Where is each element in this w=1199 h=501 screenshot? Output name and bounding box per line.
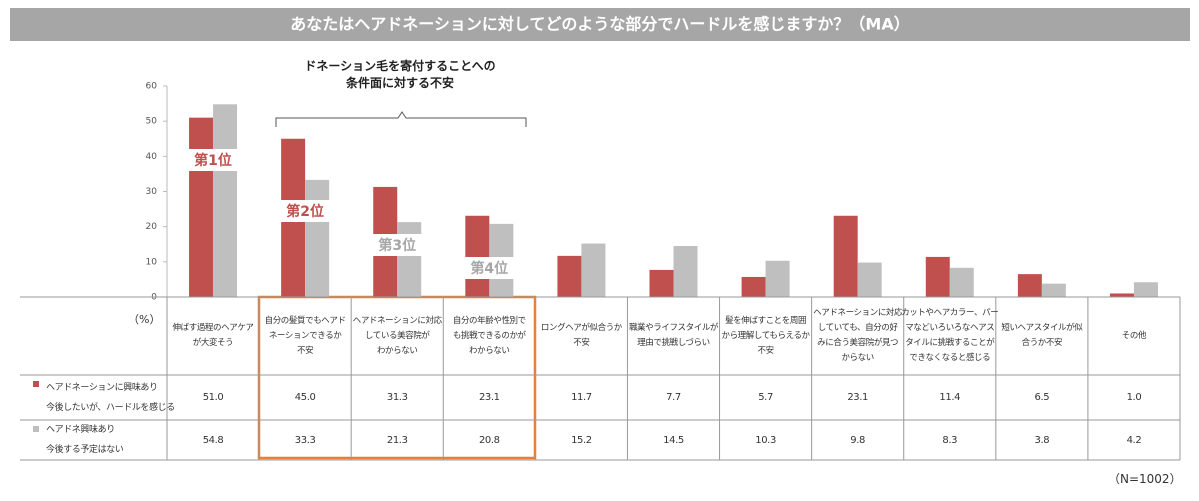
y-tick-label: 20 (146, 222, 158, 232)
y-unit: （%） (128, 313, 161, 326)
value-label: 5.7 (758, 392, 773, 403)
rank-bg (372, 234, 423, 256)
value-label: 54.8 (202, 434, 224, 446)
value-label: 8.3 (942, 434, 958, 446)
bar (1133, 282, 1158, 297)
rank-bg (188, 149, 239, 171)
category-label: 伸ばす過程のヘアケア が大変そう (172, 323, 254, 348)
note: （N=1002） (1108, 472, 1182, 486)
value-label: 6.5 (1034, 392, 1050, 403)
bar (673, 246, 698, 297)
category-label: ヘアドネーションに対応 している美容院が わからない (352, 315, 442, 356)
value-label: 1.0 (1126, 392, 1142, 403)
bar (189, 117, 214, 298)
y-tick-label: 50 (146, 117, 158, 127)
bar (949, 267, 974, 297)
legend-swatch (33, 426, 39, 432)
value-label: 11.4 (939, 392, 961, 403)
category-label: カットやヘアカラー、パー マなどいろいろなヘアス タイルに挑戦することが できな… (901, 308, 999, 363)
y-tick-label: 60 (146, 82, 158, 92)
bar (557, 255, 582, 297)
value-label: 33.3 (294, 434, 316, 446)
legend-label: ヘアドネーションに興味あり 今後したいが、ハードルを感じる (46, 382, 175, 413)
bar (465, 215, 490, 297)
y-tick-label: 30 (146, 187, 158, 197)
value-label: 20.8 (478, 434, 500, 446)
bar (765, 260, 790, 297)
legend-label: ヘアドネ興味あり 今後する予定はない (46, 425, 124, 455)
bracket (275, 111, 527, 127)
value-label: 31.3 (386, 392, 408, 403)
bar (649, 269, 674, 297)
value-label: 51.0 (202, 392, 224, 403)
category-label: 自分の年齢や性別で も挑戦できるのかが わからない (452, 315, 526, 356)
bar (213, 104, 238, 297)
category-label: 髪を伸ばすことを周囲 から理解してもらえるか 不安 (721, 315, 810, 356)
title-bar (10, 8, 1190, 41)
bar (857, 262, 882, 297)
rank-label: 第4位 (470, 260, 508, 277)
rank-label: 第3位 (378, 237, 416, 254)
value-label: 14.5 (663, 434, 684, 446)
value-label: 23.1 (478, 392, 500, 403)
value-label: 15.2 (571, 434, 592, 446)
bar (581, 243, 606, 297)
rank-bg (464, 257, 515, 279)
legend-swatch (33, 381, 39, 387)
bar (397, 222, 422, 297)
value-label: 10.3 (755, 434, 776, 446)
rank-label: 第2位 (286, 203, 324, 220)
value-label: 23.1 (847, 392, 868, 403)
category-label: ヘアドネーションに対応 していても、自分の好 みに合う美容院が見つ からない (813, 308, 903, 363)
bar (1109, 293, 1134, 297)
category-label: 職業やライフスタイルが 理由で挑戦しづらい (628, 323, 719, 348)
category-label: 短いヘアスタイルが似 合うか不安 (1001, 323, 1083, 348)
value-label: 7.7 (666, 392, 681, 403)
annotation: ドネーション毛を寄付することへの 条件面に対する不安 (304, 59, 496, 90)
rank-bg (280, 200, 331, 222)
bar (305, 179, 330, 297)
category-label: ロングヘアが似合うか 不安 (540, 323, 622, 348)
bar (1041, 283, 1066, 297)
category-label: 自分の髪質でもヘアド ネーションできるか 不安 (264, 315, 346, 356)
value-label: 3.8 (1034, 434, 1050, 446)
value-label: 4.2 (1126, 434, 1142, 446)
value-label: 21.3 (386, 434, 408, 446)
value-label: 45.0 (294, 392, 316, 403)
bar (925, 256, 950, 297)
y-tick-label: 10 (146, 257, 158, 267)
value-label: 9.8 (850, 434, 866, 446)
rank-label: 第1位 (194, 152, 232, 169)
bar (833, 215, 858, 297)
bar (741, 276, 766, 297)
bar (1017, 274, 1042, 297)
chart-title: あなたはヘアドネーションに対してどのような部分でハードルを感じますか？（MA） (290, 15, 910, 34)
value-label: 11.7 (571, 392, 592, 403)
y-tick-label: 40 (146, 152, 158, 162)
category-label: その他 (1121, 330, 1147, 341)
